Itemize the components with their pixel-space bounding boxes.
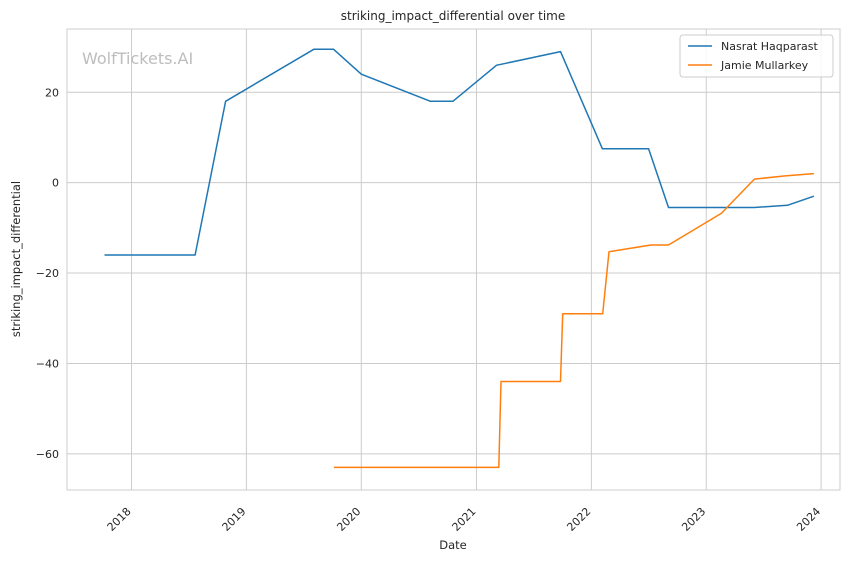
x-axis-title: Date xyxy=(439,538,467,552)
plot-area xyxy=(66,28,841,491)
legend-box xyxy=(679,34,834,78)
watermark: WolfTickets.AI xyxy=(82,49,193,68)
series-layer xyxy=(104,48,815,469)
x-tick-label: 2022 xyxy=(564,505,593,534)
x-tick-label: 2018 xyxy=(105,505,134,534)
y-tick-label: −60 xyxy=(36,448,59,461)
x-tick-label: 2021 xyxy=(450,505,479,534)
y-tick-label: 20 xyxy=(45,86,59,99)
grid xyxy=(67,29,840,490)
legend: Nasrat Haqparast Jamie Mullarkey xyxy=(679,34,834,78)
chart-title: striking_impact_differential over time xyxy=(341,9,566,23)
legend-label: Nasrat Haqparast xyxy=(721,40,818,53)
x-tick-label: 2023 xyxy=(679,505,708,534)
series-line-1 xyxy=(333,172,814,469)
x-tick-label: 2024 xyxy=(794,505,823,534)
x-tick-label: 2020 xyxy=(334,505,363,534)
series-line-0 xyxy=(104,48,815,256)
y-tick-label: −20 xyxy=(36,267,59,280)
x-tick-label: 2019 xyxy=(220,505,249,534)
y-tick-label: −40 xyxy=(36,357,59,370)
y-tick-label: 0 xyxy=(52,177,59,190)
x-axis-ticks: 2018 2019 2020 2021 2022 2023 2024 xyxy=(105,505,824,534)
y-axis-ticks: −60 −40 −20 0 20 xyxy=(36,86,59,461)
legend-label: Jamie Mullarkey xyxy=(720,59,809,72)
y-axis-title: striking_impact_differential xyxy=(9,181,23,337)
